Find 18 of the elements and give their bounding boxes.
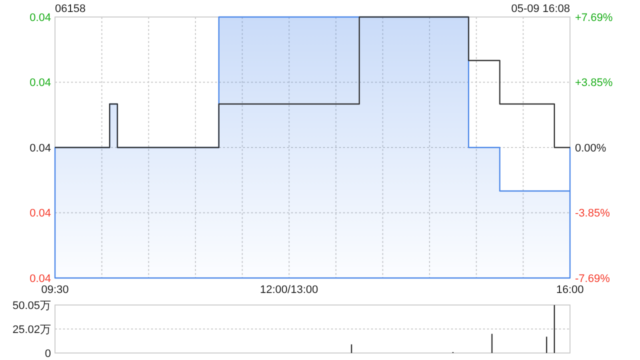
x-tick-label: 09:30 xyxy=(41,284,69,296)
y2-tick-label: -7.69% xyxy=(575,272,610,285)
y-tick-label: 25.02万 xyxy=(12,324,51,336)
y2-tick-label: +3.85% xyxy=(575,77,613,90)
x-tick-label: 16:00 xyxy=(556,284,584,296)
y-tick-label: 0.04 xyxy=(30,77,51,90)
y2-tick-label: 0.00% xyxy=(575,142,606,154)
y2-tick-label: -3.85% xyxy=(575,208,610,220)
y-tick-label: 0.04 xyxy=(30,272,51,285)
x-tick-label: 12:00/13:00 xyxy=(260,284,318,296)
y2-tick-label: +7.69% xyxy=(575,12,613,24)
text: 05-09 16:08 xyxy=(511,3,570,15)
y-tick-label: 0 xyxy=(44,348,51,360)
y-tick-label: 50.05万 xyxy=(12,300,51,312)
y-tick-label: 0.04 xyxy=(30,142,51,154)
y-tick-label: 0.04 xyxy=(30,12,51,24)
chart-title: 06158 xyxy=(55,3,86,15)
y-tick-label: 0.04 xyxy=(30,208,51,220)
